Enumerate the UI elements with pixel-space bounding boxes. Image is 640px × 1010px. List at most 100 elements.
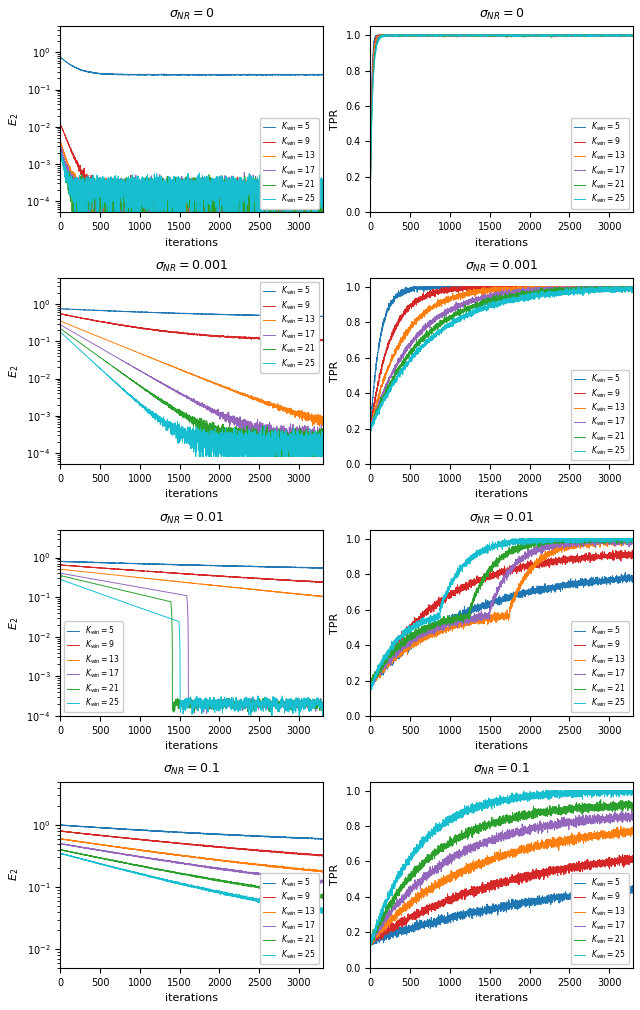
$K_{\mathrm{win}} = 25$: [521, 293, 529, 305]
X-axis label: iterations: iterations: [165, 741, 218, 751]
$K_{\mathrm{win}} = 5$: [314, 563, 321, 575]
$K_{\mathrm{win}} = 17$: [319, 876, 326, 888]
$K_{\mathrm{win}} = 25$: [367, 944, 374, 956]
$K_{\mathrm{win}} = 5$: [521, 900, 529, 912]
Legend: $K_{\mathrm{win}} = 5$, $K_{\mathrm{win}} = 9$, $K_{\mathrm{win}} = 13$, $K_{\ma: $K_{\mathrm{win}} = 5$, $K_{\mathrm{win}…: [571, 118, 629, 208]
$K_{\mathrm{win}} = 17$: [521, 29, 529, 41]
$K_{\mathrm{win}} = 25$: [605, 282, 612, 294]
$K_{\mathrm{win}} = 5$: [521, 30, 529, 42]
$K_{\mathrm{win}} = 5$: [122, 558, 129, 570]
$K_{\mathrm{win}} = 21$: [605, 804, 612, 816]
$K_{\mathrm{win}} = 17$: [301, 696, 308, 708]
$K_{\mathrm{win}} = 13$: [629, 29, 637, 41]
$K_{\mathrm{win}} = 17$: [295, 194, 303, 206]
Line: $K_{\mathrm{win}} = 21$: $K_{\mathrm{win}} = 21$: [371, 538, 633, 685]
Y-axis label: TPR: TPR: [330, 361, 340, 382]
$K_{\mathrm{win}} = 17$: [116, 847, 124, 860]
Line: $K_{\mathrm{win}} = 21$: $K_{\mathrm{win}} = 21$: [60, 328, 323, 457]
$K_{\mathrm{win}} = 13$: [56, 832, 64, 844]
$K_{\mathrm{win}} = 5$: [623, 883, 630, 895]
$K_{\mathrm{win}} = 5$: [431, 921, 439, 933]
Y-axis label: TPR: TPR: [330, 612, 340, 633]
$K_{\mathrm{win}} = 13$: [623, 29, 630, 41]
$K_{\mathrm{win}} = 17$: [211, 404, 218, 416]
$K_{\mathrm{win}} = 25$: [116, 595, 124, 607]
$K_{\mathrm{win}} = 25$: [56, 326, 64, 338]
$K_{\mathrm{win}} = 17$: [295, 433, 303, 445]
$K_{\mathrm{win}} = 17$: [116, 578, 124, 590]
$K_{\mathrm{win}} = 13$: [77, 206, 85, 218]
$K_{\mathrm{win}} = 25$: [427, 612, 435, 624]
$K_{\mathrm{win}} = 9$: [628, 544, 636, 557]
$K_{\mathrm{win}} = 21$: [605, 532, 612, 544]
$K_{\mathrm{win}} = 5$: [629, 283, 637, 295]
$K_{\mathrm{win}} = 21$: [367, 677, 374, 689]
$K_{\mathrm{win}} = 25$: [301, 178, 308, 190]
$K_{\mathrm{win}} = 5$: [605, 574, 612, 586]
$K_{\mathrm{win}} = 5$: [611, 575, 619, 587]
$K_{\mathrm{win}} = 21$: [116, 184, 124, 196]
$K_{\mathrm{win}} = 9$: [319, 334, 326, 346]
$K_{\mathrm{win}} = 17$: [629, 283, 637, 295]
$K_{\mathrm{win}} = 25$: [121, 385, 129, 397]
Legend: $K_{\mathrm{win}} = 5$, $K_{\mathrm{win}} = 9$, $K_{\mathrm{win}} = 13$, $K_{\ma: $K_{\mathrm{win}} = 5$, $K_{\mathrm{win}…: [571, 370, 629, 461]
Line: $K_{\mathrm{win}} = 25$: $K_{\mathrm{win}} = 25$: [60, 332, 323, 457]
$K_{\mathrm{win}} = 5$: [367, 681, 374, 693]
$K_{\mathrm{win}} = 25$: [381, 29, 388, 41]
$K_{\mathrm{win}} = 5$: [116, 69, 124, 81]
$K_{\mathrm{win}} = 21$: [611, 803, 619, 815]
$K_{\mathrm{win}} = 9$: [629, 547, 637, 560]
$K_{\mathrm{win}} = 21$: [521, 541, 529, 553]
$K_{\mathrm{win}} = 25$: [629, 785, 637, 797]
$K_{\mathrm{win}} = 25$: [116, 381, 124, 393]
$K_{\mathrm{win}} = 13$: [116, 841, 124, 853]
Title: $\sigma_{NR} = 0.1$: $\sigma_{NR} = 0.1$: [163, 763, 220, 778]
$K_{\mathrm{win}} = 13$: [427, 300, 435, 312]
$K_{\mathrm{win}} = 9$: [431, 286, 439, 298]
$K_{\mathrm{win}} = 9$: [122, 564, 129, 576]
$K_{\mathrm{win}} = 25$: [611, 29, 619, 41]
$K_{\mathrm{win}} = 5$: [319, 832, 326, 844]
$K_{\mathrm{win}} = 25$: [431, 609, 439, 621]
$K_{\mathrm{win}} = 9$: [367, 424, 374, 436]
$K_{\mathrm{win}} = 13$: [312, 413, 320, 425]
$K_{\mathrm{win}} = 13$: [211, 853, 218, 866]
$K_{\mathrm{win}} = 17$: [56, 138, 64, 150]
$K_{\mathrm{win}} = 5$: [611, 886, 619, 898]
Line: $K_{\mathrm{win}} = 25$: $K_{\mathrm{win}} = 25$: [60, 853, 323, 914]
$K_{\mathrm{win}} = 5$: [301, 310, 308, 322]
$K_{\mathrm{win}} = 21$: [56, 146, 64, 159]
$K_{\mathrm{win}} = 21$: [295, 699, 303, 711]
$K_{\mathrm{win}} = 21$: [301, 697, 308, 709]
$K_{\mathrm{win}} = 25$: [431, 824, 439, 836]
$K_{\mathrm{win}} = 5$: [605, 282, 612, 294]
$K_{\mathrm{win}} = 5$: [623, 282, 630, 294]
$K_{\mathrm{win}} = 17$: [521, 287, 529, 299]
$K_{\mathrm{win}} = 9$: [295, 188, 303, 200]
$K_{\mathrm{win}} = 5$: [319, 310, 326, 322]
$K_{\mathrm{win}} = 25$: [521, 29, 529, 41]
$K_{\mathrm{win}} = 5$: [367, 180, 374, 192]
$K_{\mathrm{win}} = 17$: [295, 873, 303, 885]
$K_{\mathrm{win}} = 21$: [56, 144, 64, 157]
Y-axis label: $E_2$: $E_2$: [7, 365, 20, 378]
$K_{\mathrm{win}} = 5$: [431, 29, 439, 41]
$K_{\mathrm{win}} = 17$: [211, 862, 218, 874]
$K_{\mathrm{win}} = 21$: [629, 797, 637, 809]
$K_{\mathrm{win}} = 21$: [301, 431, 308, 443]
$K_{\mathrm{win}} = 17$: [367, 940, 374, 952]
$K_{\mathrm{win}} = 13$: [56, 134, 64, 146]
$K_{\mathrm{win}} = 25$: [500, 532, 508, 544]
$K_{\mathrm{win}} = 9$: [367, 682, 374, 694]
$K_{\mathrm{win}} = 13$: [301, 864, 308, 876]
Line: $K_{\mathrm{win}} = 21$: $K_{\mathrm{win}} = 21$: [371, 287, 633, 431]
$K_{\mathrm{win}} = 9$: [316, 335, 323, 347]
$K_{\mathrm{win}} = 17$: [377, 29, 385, 41]
$K_{\mathrm{win}} = 25$: [71, 206, 79, 218]
$K_{\mathrm{win}} = 25$: [427, 29, 435, 41]
$K_{\mathrm{win}} = 17$: [121, 357, 129, 369]
$K_{\mathrm{win}} = 21$: [295, 887, 303, 899]
$K_{\mathrm{win}} = 17$: [611, 283, 619, 295]
$K_{\mathrm{win}} = 25$: [605, 29, 612, 41]
$K_{\mathrm{win}} = 21$: [122, 856, 129, 869]
